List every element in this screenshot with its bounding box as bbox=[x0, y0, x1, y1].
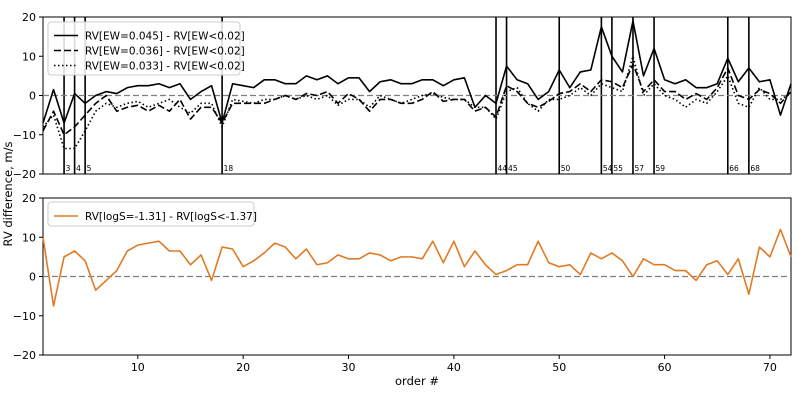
x-tick-label: 20 bbox=[236, 361, 250, 374]
x-tick-label: 70 bbox=[763, 361, 777, 374]
bottom-y-tick-label: −20 bbox=[13, 349, 36, 362]
top-legend-label: RV[EW=0.036] - RV[EW<0.02] bbox=[85, 46, 245, 58]
x-tick-label: 50 bbox=[552, 361, 566, 374]
vline-label: 57 bbox=[634, 164, 644, 173]
vline-label: 45 bbox=[508, 164, 518, 173]
bottom-legend-box bbox=[47, 201, 255, 227]
vline-label: 55 bbox=[613, 164, 623, 173]
top-y-tick-label: 0 bbox=[29, 90, 36, 103]
vline-label: 66 bbox=[729, 164, 739, 173]
x-axis-label: order # bbox=[395, 374, 439, 388]
x-tick-label: 40 bbox=[447, 361, 461, 374]
top-series-line-1 bbox=[42, 20, 792, 124]
vline-label: 44 bbox=[498, 164, 508, 173]
x-tick-label: 10 bbox=[131, 361, 145, 374]
bottom-y-tick-label: 20 bbox=[22, 192, 36, 205]
top-y-tick-label: 20 bbox=[22, 11, 36, 24]
bottom-panel: −20 −10 0 10 20 10 20 30 40 50 60 70 RV[logS=-1.31… bbox=[13, 192, 792, 388]
vline-label: 59 bbox=[656, 164, 666, 173]
top-y-tick-label: −10 bbox=[13, 129, 36, 142]
bottom-series-group bbox=[42, 228, 792, 307]
top-legend-box bbox=[47, 21, 241, 76]
top-legend: RV[EW=0.045] - RV[EW<0.02] RV[EW=0.036] -… bbox=[47, 21, 245, 76]
vline-label: 68 bbox=[750, 164, 760, 173]
top-y-tick-label: 10 bbox=[22, 50, 36, 63]
top-legend-label: RV[EW=0.033] - RV[EW<0.02] bbox=[85, 61, 245, 73]
top-legend-label: RV[EW=0.045] - RV[EW<0.02] bbox=[85, 31, 245, 43]
vline-label: 5 bbox=[87, 164, 92, 173]
top-series-group bbox=[42, 20, 792, 150]
bottom-legend-label: RV[logS=-1.31] - RV[logS<-1.37] bbox=[85, 211, 257, 223]
x-tick-label: 30 bbox=[342, 361, 356, 374]
bottom-series-line-1 bbox=[42, 228, 792, 307]
bottom-x-ticks: 10 20 30 40 50 60 70 bbox=[131, 355, 777, 374]
vline-label: 18 bbox=[224, 164, 234, 173]
vline-label: 50 bbox=[561, 164, 571, 173]
bottom-y-tick-label: 10 bbox=[22, 231, 36, 244]
vline-label: 3 bbox=[66, 164, 71, 173]
x-tick-label: 60 bbox=[658, 361, 672, 374]
bottom-y-ticks: −20 −10 0 10 20 bbox=[13, 192, 43, 362]
bottom-y-tick-label: −10 bbox=[13, 310, 36, 323]
y-axis-label: RV difference, m/s bbox=[1, 141, 15, 246]
top-series-line-3 bbox=[42, 55, 792, 150]
top-series-line-2 bbox=[42, 63, 792, 136]
top-y-ticks: −20 −10 0 10 20 bbox=[13, 11, 43, 181]
top-y-tick-label: −20 bbox=[13, 168, 36, 181]
bottom-legend: RV[logS=-1.31] - RV[logS<-1.37] bbox=[47, 201, 257, 227]
bottom-y-tick-label: 0 bbox=[29, 271, 36, 284]
vline-label: 4 bbox=[76, 164, 81, 173]
vline-label: 54 bbox=[603, 164, 613, 173]
